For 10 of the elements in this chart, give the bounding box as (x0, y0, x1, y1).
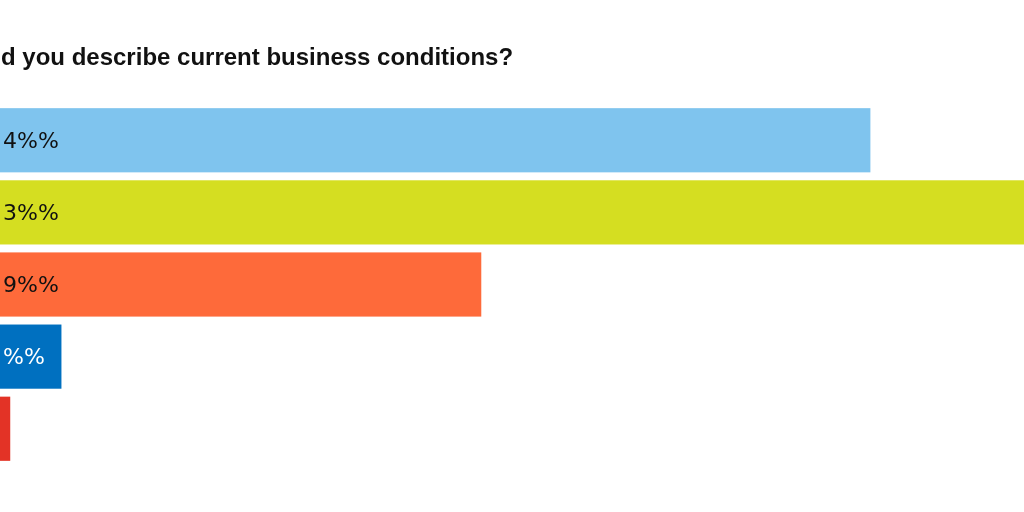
annotation: 3%% (3, 199, 59, 225)
bar (0, 396, 11, 461)
bar (0, 324, 62, 389)
bar (0, 180, 1024, 245)
bar (0, 252, 482, 317)
chart-title: d you describe current business conditions? (1, 43, 514, 70)
annotation: 4%% (3, 127, 59, 153)
annotation: 9%% (3, 272, 59, 297)
bar (0, 108, 871, 173)
annotation: %% (3, 344, 45, 370)
